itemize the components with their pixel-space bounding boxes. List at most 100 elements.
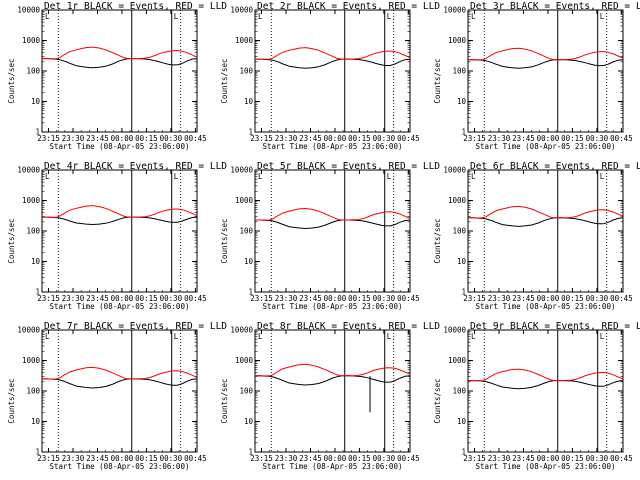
x-tick-label: 23:45	[299, 454, 322, 463]
y-tick-label: 10	[31, 417, 41, 426]
y-axis-label: Counts/sec	[220, 378, 229, 423]
y-tick-label: 10	[244, 417, 254, 426]
y-tick-label: 1000	[235, 36, 254, 45]
panel-det-4: Det 4r BLACK = Events, RED = LLD 1 10 100 10…	[7, 161, 227, 311]
series-lld-line	[255, 207, 411, 221]
plot-frame	[41, 169, 198, 293]
x-tick-label: 00:00	[324, 294, 347, 303]
x-tick-label: 23:45	[86, 134, 109, 143]
y-tick-label: 100	[452, 227, 466, 236]
x-tick-label: 23:15	[37, 134, 60, 143]
panel-title: Det 9r BLACK = Events, RED = LLD	[470, 321, 640, 332]
corner-mark: L	[471, 12, 476, 21]
x-tick-label: 23:30	[62, 454, 85, 463]
y-tick-label: 1	[35, 288, 40, 297]
corner-mark: L	[174, 12, 179, 21]
x-axis-label: Start Time (08-Apr-05 23:06:00)	[263, 142, 403, 151]
corner-mark: L	[258, 172, 263, 181]
series-events-line	[468, 380, 624, 390]
x-tick-label: 23:30	[488, 294, 511, 303]
x-tick-label: 00:15	[348, 294, 371, 303]
y-tick-label: 1000	[448, 196, 467, 205]
panel-title: Det 4r BLACK = Events, RED = LLD	[44, 161, 227, 172]
y-tick-label: 1	[461, 448, 466, 457]
y-tick-label: 1000	[22, 356, 41, 365]
x-tick-label: 23:15	[37, 454, 60, 463]
x-axis-label: Start Time (08-Apr-05 23:06:00)	[476, 142, 616, 151]
y-tick-label: 100	[239, 227, 253, 236]
y-tick-label: 10000	[17, 326, 40, 335]
x-tick-label: 23:15	[463, 294, 486, 303]
x-tick-label: 23:30	[62, 294, 85, 303]
y-tick-label: 10000	[443, 6, 466, 15]
panel-title: Det 2r BLACK = Events, RED = LLD	[257, 1, 440, 12]
x-tick-label: 00:30	[373, 134, 396, 143]
x-tick-label: 23:30	[488, 134, 511, 143]
x-tick-label: 00:45	[397, 134, 420, 143]
x-tick-label: 00:00	[324, 134, 347, 143]
series-events-line	[468, 59, 624, 69]
series-events-line	[255, 219, 411, 230]
x-tick-label: 00:30	[373, 294, 396, 303]
x-tick-label: 23:15	[250, 294, 273, 303]
x-tick-label: 23:30	[275, 294, 298, 303]
series-lld-line	[468, 205, 624, 219]
y-tick-label: 1000	[448, 356, 467, 365]
y-tick-label: 100	[452, 67, 466, 76]
series-events-line	[255, 375, 411, 386]
corner-mark: L	[600, 12, 605, 21]
series-events-line	[42, 378, 198, 389]
y-axis-label: Counts/sec	[433, 58, 442, 103]
y-axis-label: Counts/sec	[220, 58, 229, 103]
x-tick-label: 23:30	[62, 134, 85, 143]
series-lld-line	[468, 368, 624, 382]
panel-det-3: Det 3r BLACK = Events, RED = LLD 1 10 100 10…	[433, 1, 640, 151]
series-lld-line	[42, 366, 198, 380]
x-tick-label: 23:15	[250, 134, 273, 143]
x-tick-label: 00:00	[324, 454, 347, 463]
y-tick-label: 100	[452, 387, 466, 396]
corner-mark: L	[174, 172, 179, 181]
y-tick-label: 100	[26, 227, 40, 236]
x-tick-label: 00:30	[586, 454, 609, 463]
x-tick-label: 23:45	[512, 294, 535, 303]
y-tick-label: 100	[26, 387, 40, 396]
x-tick-label: 00:45	[610, 294, 633, 303]
x-tick-label: 00:45	[610, 454, 633, 463]
y-tick-label: 1	[461, 128, 466, 137]
x-tick-label: 00:45	[184, 134, 207, 143]
corner-mark: L	[258, 12, 263, 21]
series-lld-line	[42, 205, 198, 218]
corner-mark: L	[600, 332, 605, 341]
x-tick-label: 23:45	[512, 134, 535, 143]
x-tick-label: 00:45	[184, 294, 207, 303]
panel-title: Det 3r BLACK = Events, RED = LLD	[470, 1, 640, 12]
x-tick-label: 23:30	[275, 134, 298, 143]
y-tick-label: 100	[239, 387, 253, 396]
x-tick-label: 23:15	[250, 454, 273, 463]
y-tick-label: 10000	[17, 6, 40, 15]
y-tick-label: 1	[35, 128, 40, 137]
y-axis-label: Counts/sec	[7, 58, 16, 103]
series-lld-line	[468, 47, 624, 61]
y-tick-label: 10	[31, 257, 41, 266]
y-tick-label: 10000	[230, 326, 253, 335]
panel-title: Det 8r BLACK = Events, RED = LLD	[257, 321, 440, 332]
y-axis-label: Counts/sec	[433, 378, 442, 423]
panel-det-6: Det 6r BLACK = Events, RED = LLD 1 10 100 10…	[433, 161, 640, 311]
x-axis-label: Start Time (08-Apr-05 23:06:00)	[263, 462, 403, 471]
y-tick-label: 100	[239, 67, 253, 76]
x-tick-label: 00:00	[111, 134, 134, 143]
panel-det-9: Det 9r BLACK = Events, RED = LLD 1 10 100 10…	[433, 321, 640, 471]
panel-title: Det 5r BLACK = Events, RED = LLD	[257, 161, 440, 172]
x-tick-label: 00:30	[586, 134, 609, 143]
corner-mark: L	[45, 12, 50, 21]
x-tick-label: 00:30	[160, 134, 183, 143]
series-events-line	[42, 58, 198, 69]
x-tick-label: 23:45	[512, 454, 535, 463]
plot-frame	[254, 9, 411, 133]
plot-frame	[41, 9, 198, 133]
y-tick-label: 1	[461, 288, 466, 297]
x-tick-label: 23:30	[275, 454, 298, 463]
x-tick-label: 00:15	[135, 134, 158, 143]
